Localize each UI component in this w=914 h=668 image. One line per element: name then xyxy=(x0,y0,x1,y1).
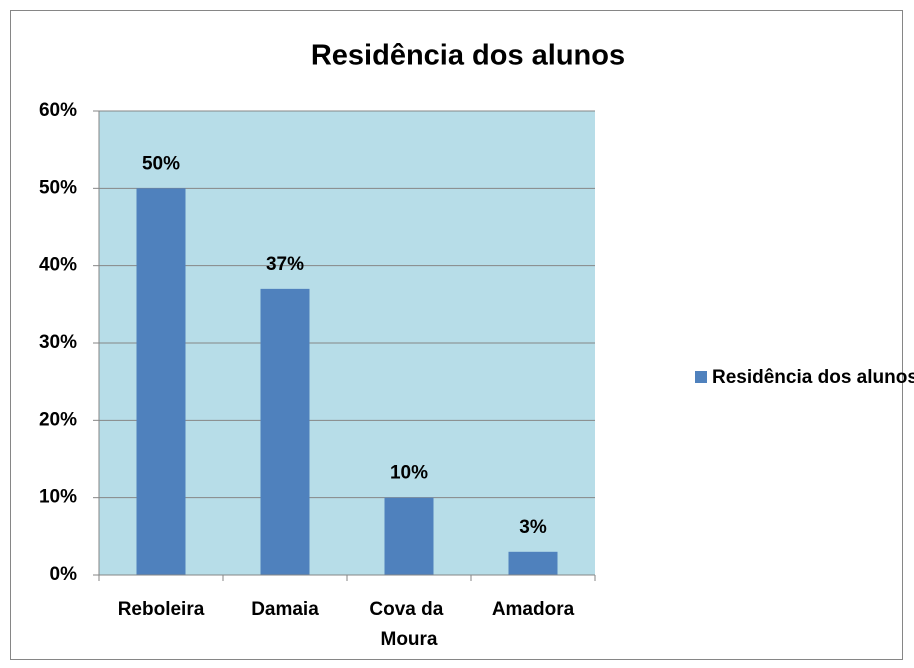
data-label: 50% xyxy=(142,153,180,174)
y-tick-label: 60% xyxy=(39,100,77,121)
x-tick-label: Amadora xyxy=(492,599,575,620)
bar xyxy=(384,497,434,575)
x-tick-label: Damaia xyxy=(251,599,319,620)
y-tick-label: 0% xyxy=(50,564,78,585)
data-label: 37% xyxy=(266,254,304,275)
x-tick-label: Reboleira xyxy=(118,599,205,620)
y-tick-label: 30% xyxy=(39,332,77,353)
chart-title: Residência dos alunos xyxy=(311,40,625,72)
data-label: 10% xyxy=(390,463,428,484)
x-tick-label: Cova da Moura xyxy=(369,599,448,650)
y-tick-label: 50% xyxy=(39,177,77,198)
data-label: 3% xyxy=(519,517,547,538)
bar xyxy=(260,288,310,575)
bar xyxy=(136,188,186,576)
legend-label: Residência dos alunos xyxy=(712,367,914,388)
bar xyxy=(508,551,558,575)
legend-swatch xyxy=(695,371,707,383)
y-tick-label: 20% xyxy=(39,409,77,430)
y-tick-label: 40% xyxy=(39,255,77,276)
y-tick-label: 10% xyxy=(39,487,77,508)
